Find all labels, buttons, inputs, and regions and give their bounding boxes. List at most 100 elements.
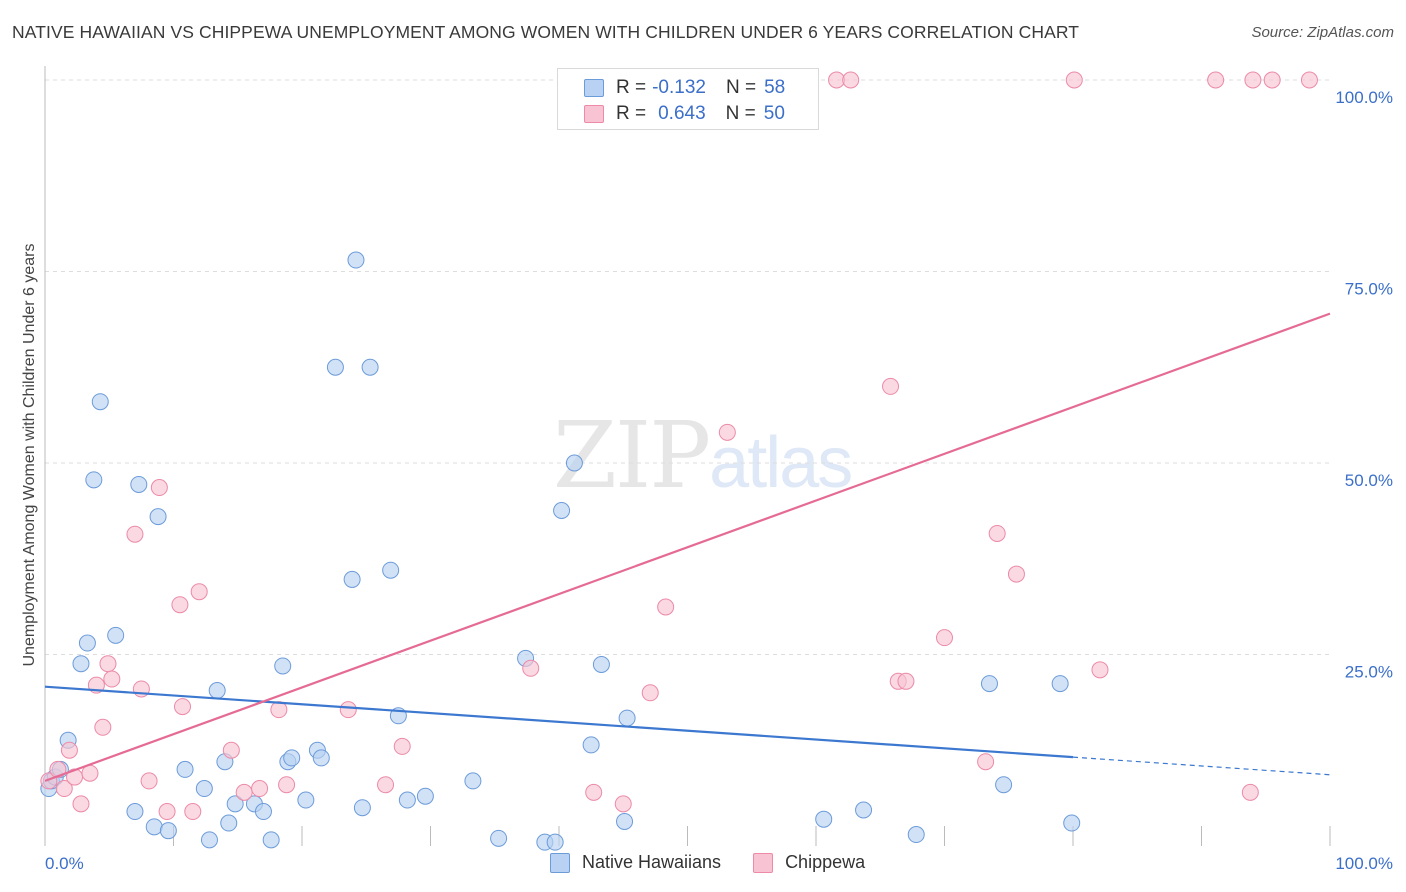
native-hawaiian-point <box>464 772 482 790</box>
chippewa-point <box>1065 71 1083 89</box>
chippewa-point <box>55 780 73 798</box>
native-hawaiian-point <box>200 831 218 849</box>
legend-r-value: -0.132 <box>652 77 706 98</box>
chippewa-point <box>1263 71 1281 89</box>
native-hawaiian-point <box>85 471 103 489</box>
legend-n-value: 58 <box>764 77 786 98</box>
stats-legend: R = -0.132 N = 58 R = 0.643 N = 50 <box>557 68 819 130</box>
chippewa-point <box>1007 565 1025 583</box>
chippewa-point <box>614 795 632 813</box>
y-tick-label: 50.0% <box>1345 471 1393 490</box>
native-hawaiian-point <box>72 655 90 673</box>
native-hawaiian-point <box>91 393 109 411</box>
native-hawaiian-point <box>361 358 379 376</box>
native-hawaiian-point <box>616 812 634 830</box>
chippewa-point <box>171 596 189 614</box>
chippewa-point <box>126 525 144 543</box>
chippewa-point <box>94 718 112 736</box>
native-hawaiian-point <box>347 251 365 269</box>
native-hawaiian-trendline <box>44 685 1074 759</box>
native-hawaiian-point <box>159 822 177 840</box>
native-hawaiian-point <box>78 634 96 652</box>
chippewa-point <box>977 753 995 771</box>
chippewa-point <box>60 741 78 759</box>
chippewa-point <box>1091 661 1109 679</box>
native-hawaiian-point <box>274 657 292 675</box>
native-hawaiian-point <box>145 818 163 836</box>
chippewa-point <box>641 684 659 702</box>
x-tick-label: 0.0% <box>45 854 84 873</box>
legend-n-label: N = <box>725 103 756 124</box>
series-legend: Native Hawaiians Chippewa <box>550 852 897 873</box>
chippewa-point <box>222 741 240 759</box>
native-hawaiian-point <box>130 475 148 493</box>
source-label: Source: ZipAtlas.com <box>1251 24 1394 41</box>
legend-row-native-hawaiians: R = -0.132 N = 58 <box>584 76 785 100</box>
native-hawaiian-point <box>107 626 125 644</box>
chippewa-point <box>99 655 117 673</box>
native-hawaiian-point <box>176 760 194 778</box>
native-hawaiian-point <box>907 826 925 844</box>
native-hawaiian-point <box>254 803 272 821</box>
y-tick-label: 75.0% <box>1345 280 1393 299</box>
legend-label-chippewa: Chippewa <box>785 852 866 872</box>
native-hawaiian-point <box>149 508 167 526</box>
native-hawaiian-point <box>343 570 361 588</box>
legend-swatch-pink <box>753 852 774 873</box>
chippewa-point <box>718 423 736 441</box>
native-hawaiian-point <box>382 561 400 579</box>
legend-r-value: 0.643 <box>658 103 706 124</box>
chippewa-point <box>140 772 158 790</box>
native-hawaiian-point <box>490 829 508 847</box>
chippewa-point <box>278 776 296 794</box>
native-hawaiian-point <box>416 787 434 805</box>
native-hawaiian-point <box>312 749 330 767</box>
legend-item-native-hawaiians: Native Hawaiians <box>550 852 721 873</box>
chippewa-point <box>585 783 603 801</box>
chippewa-point <box>49 760 67 778</box>
legend-swatch-blue <box>550 852 570 873</box>
native-hawaiian-point <box>283 749 301 767</box>
y-axis-title: Unemployment Among Women with Children U… <box>21 243 38 667</box>
chippewa-point <box>1244 71 1262 89</box>
native-hawaiian-point <box>980 675 998 693</box>
native-hawaiian-point <box>208 682 226 700</box>
chippewa-point <box>657 598 675 616</box>
y-tick-label: 100.0% <box>1335 88 1393 107</box>
chippewa-point <box>1300 71 1318 89</box>
chippewa-point <box>251 780 269 798</box>
chippewa-point <box>190 583 208 601</box>
chippewa-point <box>377 776 395 794</box>
native-hawaiian-point <box>592 655 610 673</box>
native-hawaiian-point <box>297 791 315 809</box>
native-hawaiian-point <box>226 795 244 813</box>
chippewa-point <box>936 629 953 647</box>
native-hawaiian-point <box>326 358 344 376</box>
chippewa-point <box>103 670 121 688</box>
chippewa-point <box>1241 783 1259 801</box>
chippewa-point <box>393 737 411 755</box>
chippewa-point <box>158 803 176 821</box>
chippewa-point <box>897 672 915 690</box>
native-hawaiian-point <box>618 709 636 727</box>
native-hawaiian-point <box>855 801 873 819</box>
native-hawaiian-point <box>565 454 583 472</box>
legend-label-native-hawaiians: Native Hawaiians <box>582 852 722 872</box>
y-tick-label: 25.0% <box>1345 663 1393 682</box>
legend-n-label: N = <box>725 77 757 98</box>
native-hawaiian-point <box>815 810 833 828</box>
legend-r-label: R = <box>616 103 647 124</box>
legend-swatch-pink <box>584 105 604 123</box>
chippewa-point <box>522 659 540 677</box>
legend-swatch-blue <box>584 79 604 97</box>
native-hawaiian-point <box>1063 814 1081 832</box>
chippewa-point <box>842 71 860 89</box>
chippewa-point <box>988 524 1006 542</box>
chippewa-point <box>339 701 357 719</box>
native-hawaiian-point <box>353 799 371 817</box>
native-hawaiian-point <box>546 833 564 851</box>
chippewa-trendline <box>44 312 1331 782</box>
chippewa-point <box>882 377 900 395</box>
legend-r-label: R = <box>616 77 647 98</box>
legend-row-chippewa: R = 0.643 N = 50 <box>584 102 785 126</box>
